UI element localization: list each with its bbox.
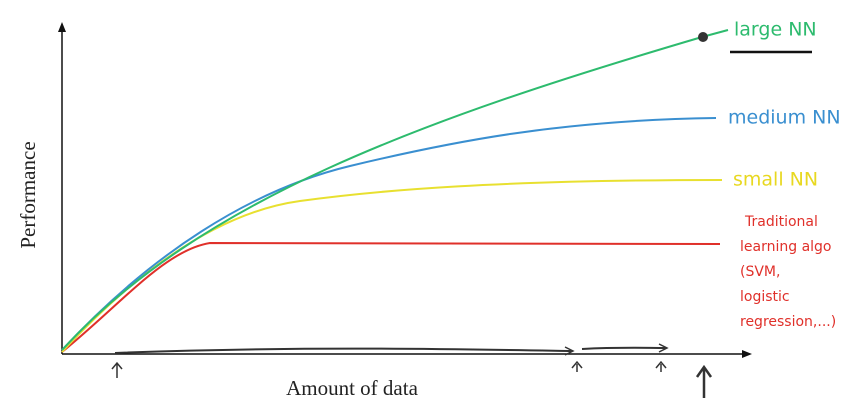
traditional-label: logistic <box>740 289 790 305</box>
x-axis-label: Amount of data <box>286 376 418 400</box>
traditional-label: learning algo <box>740 239 832 255</box>
traditional-label: Traditional <box>744 214 818 230</box>
marker-dot <box>698 32 708 42</box>
medium-nn-label: medium NN <box>728 107 841 129</box>
traditional-label: (SVM, <box>740 264 780 280</box>
medium-nn-curve <box>61 117 717 351</box>
large-nn-label: large NN <box>734 19 817 41</box>
traditional-curve <box>61 241 721 353</box>
data-range-arrow <box>658 343 669 353</box>
small-nn-label: small NN <box>733 169 818 191</box>
data-range-line <box>581 346 667 350</box>
pointer-arrows <box>111 360 713 398</box>
large-nn-curve <box>61 29 729 351</box>
y-axis-arrow <box>58 22 66 32</box>
y-axis-label: Performance <box>16 141 40 248</box>
x-axis-arrow <box>742 350 752 358</box>
traditional-label: regression,...) <box>740 314 836 330</box>
data-range-line <box>114 347 573 354</box>
data-range-arrow <box>564 346 575 356</box>
